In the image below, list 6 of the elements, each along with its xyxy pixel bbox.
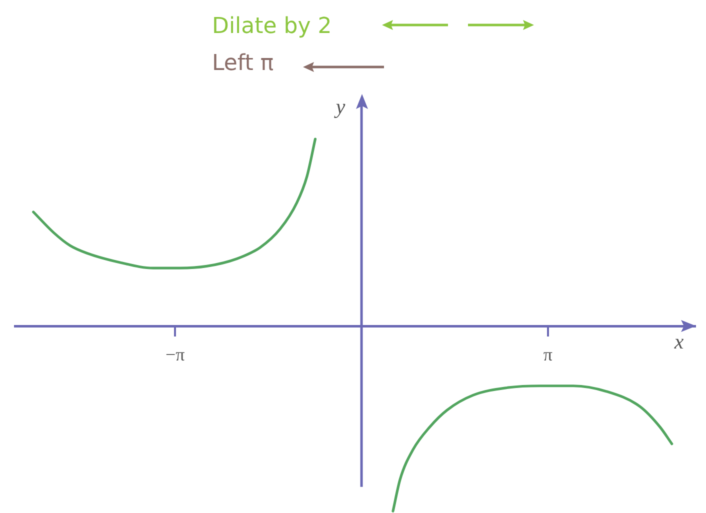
y-axis-title: y [334, 94, 346, 119]
text: Dilate by 2 [212, 13, 332, 41]
text: Left π [212, 50, 274, 78]
x-tick-label: −π [165, 344, 185, 365]
x-axis-title: x [673, 330, 684, 354]
x-tick-label: π [543, 344, 552, 365]
